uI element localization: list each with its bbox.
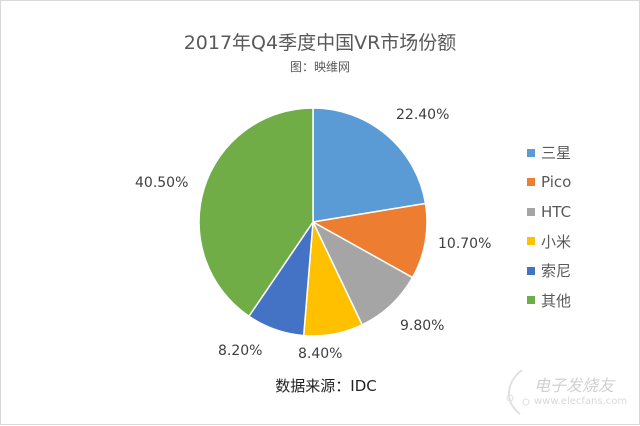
legend-item-xiaomi: 小米 xyxy=(527,227,571,257)
data-label-other: 40.50% xyxy=(135,175,189,191)
legend-item-sony: 索尼 xyxy=(527,256,571,286)
legend-item-pico: Pico xyxy=(527,168,571,198)
legend-swatch xyxy=(527,207,535,216)
data-label-htc: 9.80% xyxy=(400,318,445,334)
legend-swatch xyxy=(527,296,535,305)
watermark-url: www.elecfans.com xyxy=(534,396,628,407)
data-label-pico: 10.70% xyxy=(438,236,492,252)
data-source: 数据来源：IDC xyxy=(275,377,377,395)
watermark-logo-icon xyxy=(506,369,530,415)
slice-pico xyxy=(310,202,428,279)
watermark: 电子发烧友 www.elecfans.com xyxy=(500,362,638,422)
legend-item-other: 其他 xyxy=(527,286,571,316)
chart-subtitle: 图：映维网 xyxy=(289,60,350,74)
legend: 三星 Pico HTC 小米 索尼 其他 xyxy=(527,138,571,315)
legend-item-samsung: 三星 xyxy=(527,138,571,168)
data-label-samsung: 22.40% xyxy=(396,107,450,123)
slice-samsung xyxy=(312,107,427,223)
data-label-xiaomi: 8.40% xyxy=(298,346,343,362)
data-label-sony: 8.20% xyxy=(218,343,263,359)
legend-swatch xyxy=(527,178,535,187)
legend-item-htc: HTC xyxy=(527,197,571,227)
slice-other xyxy=(198,107,314,318)
legend-swatch xyxy=(527,237,535,246)
legend-swatch xyxy=(527,266,535,275)
watermark-text: 电子发烧友 xyxy=(534,376,615,395)
legend-swatch xyxy=(527,148,535,157)
chart-title: 2017年Q4季度中国VR市场份额 xyxy=(183,32,457,54)
